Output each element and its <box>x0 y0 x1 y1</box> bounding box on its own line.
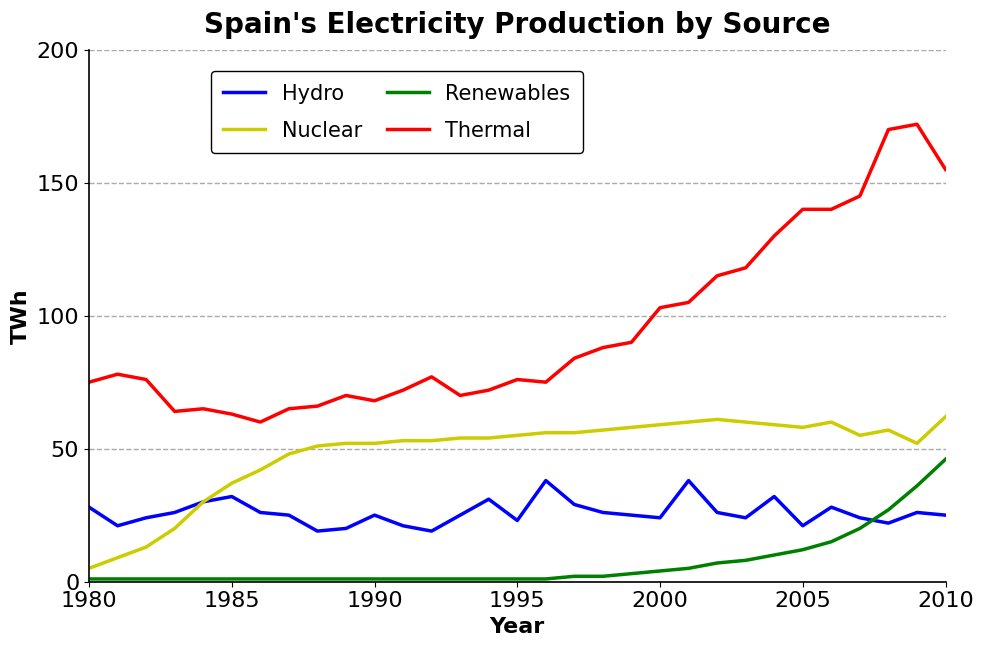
Legend: Hydro, Nuclear, Renewables, Thermal: Hydro, Nuclear, Renewables, Thermal <box>211 71 583 154</box>
X-axis label: Year: Year <box>490 617 545 637</box>
Title: Spain's Electricity Production by Source: Spain's Electricity Production by Source <box>204 11 830 39</box>
Y-axis label: TWh: TWh <box>11 288 32 343</box>
